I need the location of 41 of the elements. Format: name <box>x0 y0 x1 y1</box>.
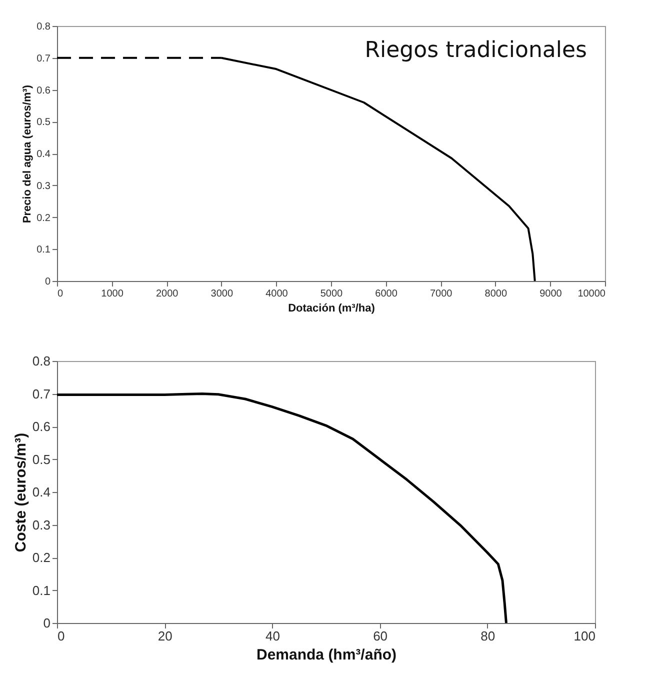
y-tick-label: 0.5 <box>32 452 50 467</box>
x-tick-label: 0 <box>58 628 65 644</box>
y-axis-title: Precio del agua (euros/m³) <box>22 84 34 224</box>
x-tick-label: 8000 <box>484 288 508 300</box>
x-tick-label: 60 <box>373 628 388 644</box>
x-tick-label: 2000 <box>156 288 179 300</box>
y-tick-label: 0.7 <box>32 386 50 402</box>
y-tick-label: 0 <box>43 616 50 630</box>
y-tick-label: 0.3 <box>36 180 51 192</box>
annotation: Riegos tradicionales <box>364 38 587 63</box>
x-tick-label: 10000 <box>578 288 606 300</box>
x-tick-label: 6000 <box>375 288 398 300</box>
y-tick-label: 0.4 <box>32 484 50 500</box>
x-axis-title: Demanda (hm³/año) <box>256 646 397 664</box>
y-tick-label: 0.1 <box>36 244 51 256</box>
y-tick-label: 0.2 <box>36 212 51 224</box>
x-tick-label: 5000 <box>320 288 344 300</box>
line-series <box>57 392 508 623</box>
y-tick-label: 0.1 <box>32 582 50 598</box>
y-tick-label: 0.6 <box>32 419 50 434</box>
x-axis-title: Dotación (m³/ha) <box>288 302 376 314</box>
y-tick-label: 0.2 <box>32 550 50 565</box>
x-tick-label: 20 <box>158 628 172 644</box>
y-tick-label: 0.3 <box>32 517 50 532</box>
y-tick-label: 0.8 <box>32 354 50 368</box>
y-tick-label: 0.4 <box>36 149 51 160</box>
x-tick-label: 100 <box>574 628 596 644</box>
y-axis-title: Coste (euros/m³) <box>12 432 30 552</box>
y-tick-label: 0 <box>44 276 51 288</box>
x-tick-label: 0 <box>58 288 64 300</box>
x-tick-label: 9000 <box>540 288 562 300</box>
y-tick-label: 0.8 <box>36 22 51 32</box>
x-tick-label: 7000 <box>430 288 453 300</box>
x-tick-label: 1000 <box>101 288 124 300</box>
y-tick-label: 0.6 <box>36 85 51 96</box>
x-tick-label: 3000 <box>210 288 234 300</box>
y-tick-label: 0.5 <box>36 117 51 128</box>
x-tick-label: 4000 <box>266 288 288 300</box>
x-tick-label: 80 <box>480 628 496 644</box>
y-tick-label: 0.7 <box>36 53 51 64</box>
x-tick-label: 40 <box>265 628 280 644</box>
